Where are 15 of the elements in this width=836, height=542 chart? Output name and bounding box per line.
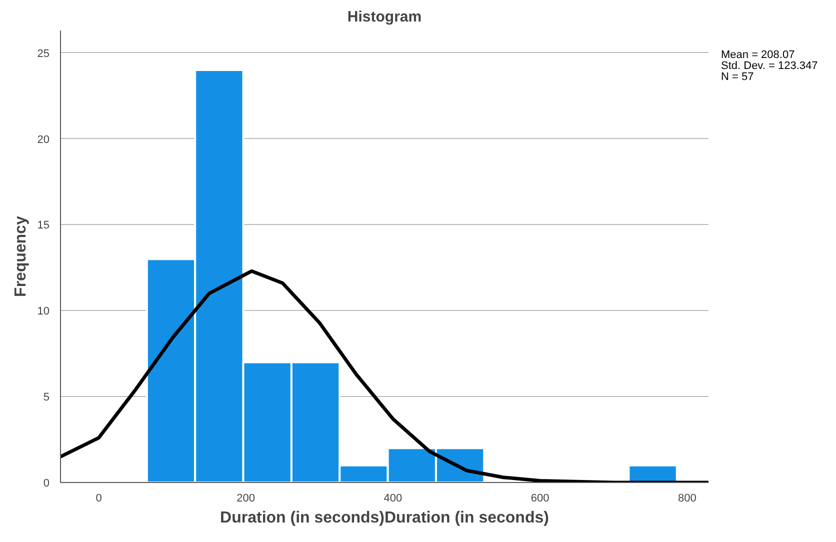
text: Mean = 208.07 Std. Dev. = 123.347 N = 57: [721, 49, 818, 83]
x-axis-title: Duration (in seconds)Duration (in seconds): [220, 510, 549, 526]
x-tick-label: 400: [384, 492, 402, 504]
y-tick-label: 0: [43, 478, 50, 490]
x-tick-label: 0: [96, 492, 102, 504]
y-tick-label: 25: [37, 48, 50, 60]
x-tick-label: 200: [236, 492, 256, 504]
y-axis-title: Frequency: [12, 216, 30, 297]
x-tick-label: 600: [530, 492, 550, 504]
y-tick-label: 20: [37, 134, 50, 146]
y-tick-label: 10: [37, 306, 50, 318]
y-tick-label: 15: [37, 220, 50, 232]
x-tick-label: 800: [678, 492, 696, 504]
y-tick-label: 5: [43, 392, 50, 404]
chart-title: Histogram: [347, 8, 422, 26]
